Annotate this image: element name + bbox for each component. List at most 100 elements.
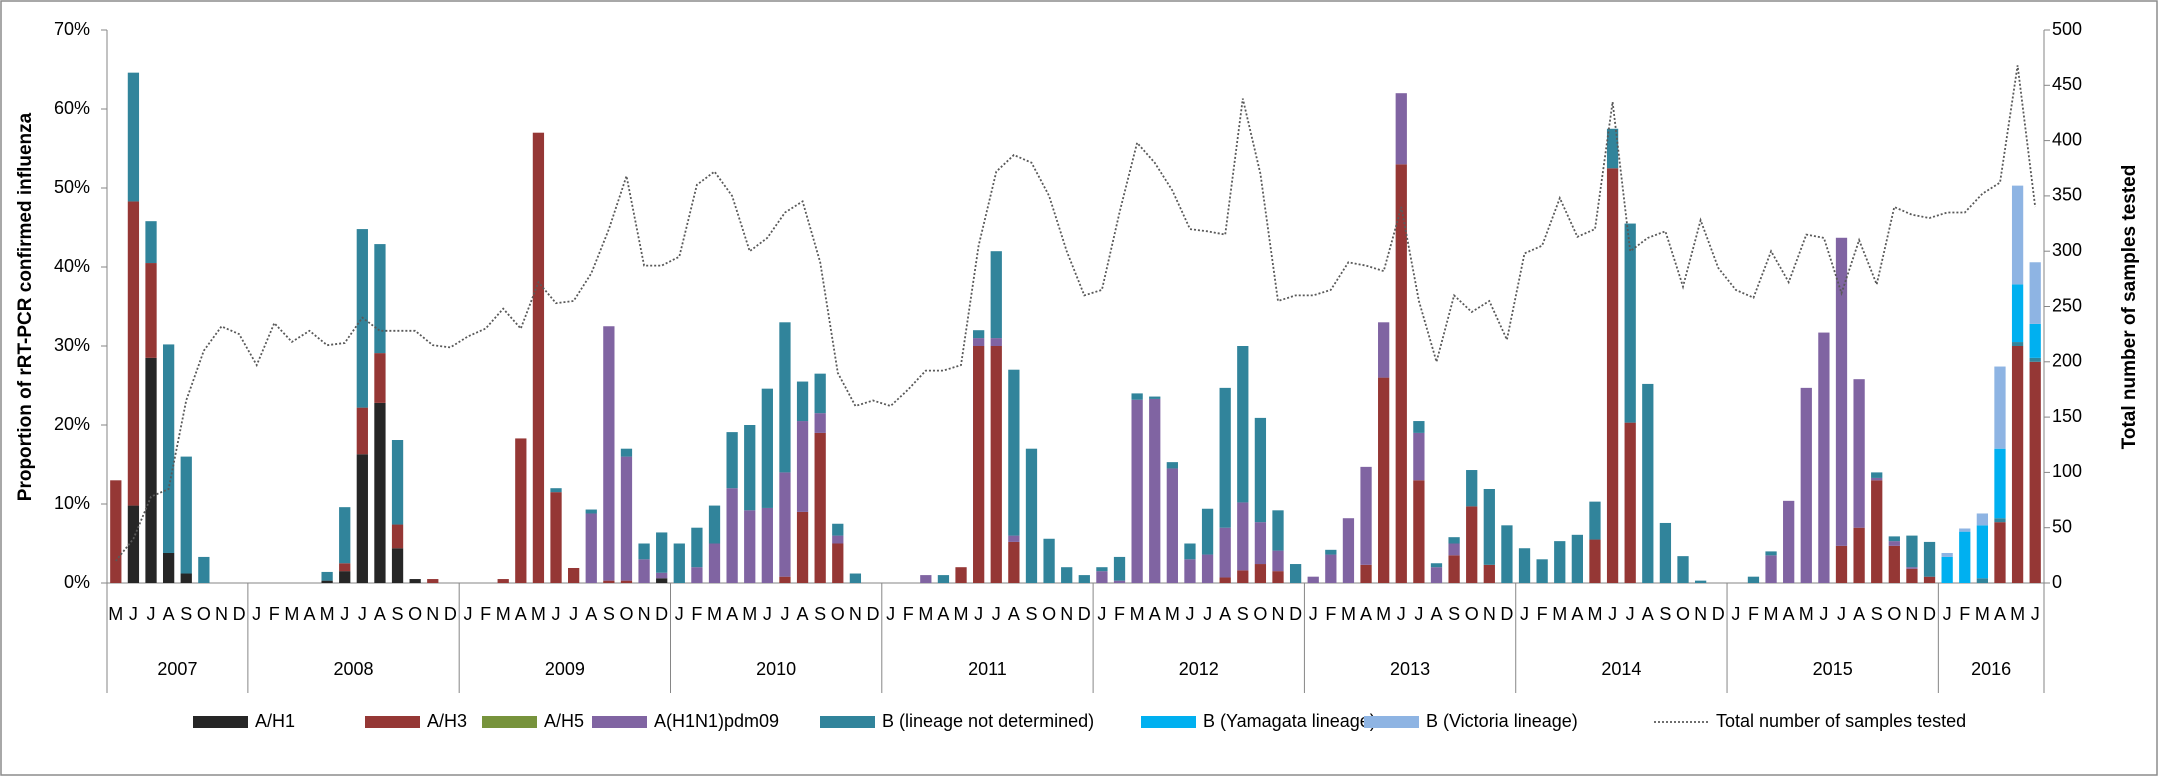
bar-segment — [374, 353, 386, 403]
x-tick-label: S — [1025, 604, 1037, 624]
bar-segment — [162, 552, 175, 583]
x-tick-label: J — [1414, 604, 1423, 624]
bar-segment — [1853, 379, 1865, 528]
bar-segment — [638, 543, 650, 560]
bar-segment — [1536, 559, 1548, 583]
bar-segment — [1501, 525, 1513, 583]
bar-segment — [1289, 564, 1302, 583]
bar-segment — [1307, 576, 1319, 583]
x-tick-label: D — [655, 604, 668, 624]
x-tick-label: A — [374, 604, 386, 624]
year-label: 2007 — [157, 659, 197, 679]
bar-segment — [2011, 346, 2024, 583]
x-tick-label: N — [638, 604, 651, 624]
total-line — [115, 65, 2037, 562]
bar-segment — [145, 263, 157, 358]
bar-segment — [656, 578, 668, 583]
x-tick-label: F — [1325, 604, 1336, 624]
bar-segment — [726, 432, 738, 489]
year-label: 2010 — [756, 659, 796, 679]
bar-segment — [1606, 128, 1619, 169]
x-tick-label: J — [552, 604, 561, 624]
y2-axis-title: Total number of samples tested — [2119, 165, 2140, 450]
x-tick-label: M — [742, 604, 757, 624]
x-tick-label: F — [1959, 604, 1970, 624]
x-tick-label: A — [515, 604, 527, 624]
bar-segment — [849, 573, 862, 583]
bar-segment — [779, 472, 791, 577]
x-tick-label: F — [691, 604, 702, 624]
x-tick-label: A — [726, 604, 738, 624]
bar-segment — [1254, 522, 1267, 565]
bar-segment — [1008, 541, 1020, 583]
bar-segment — [1994, 366, 2006, 449]
bar-segment — [391, 524, 404, 549]
x-tick-label: M — [1341, 604, 1356, 624]
bar-segment — [656, 532, 668, 573]
bar-segment — [1378, 322, 1390, 378]
bar-segment — [1888, 545, 1900, 583]
bar-segment — [1413, 421, 1425, 433]
bar-segment — [1448, 543, 1460, 556]
bar-segment — [1571, 534, 1583, 583]
x-tick-label: J — [1397, 604, 1406, 624]
legend-swatch — [1364, 716, 1419, 728]
x-tick-label: J — [340, 604, 349, 624]
x-tick-label: S — [1448, 604, 1460, 624]
x-tick-label: A — [163, 604, 175, 624]
bar-segment — [110, 480, 122, 583]
bar-segment — [779, 576, 791, 583]
bar-segment — [1201, 554, 1214, 583]
y-tick-label: 20% — [54, 414, 90, 434]
x-tick-label: N — [1694, 604, 1707, 624]
bar-segment — [1941, 552, 1953, 557]
x-tick-label: A — [303, 604, 315, 624]
bar-segment — [1448, 537, 1460, 544]
bar-segment — [1959, 528, 1971, 532]
bar-segment — [1888, 536, 1900, 542]
x-tick-label: J — [2031, 604, 2040, 624]
bar-segment — [1783, 500, 1795, 583]
x-tick-label: J — [1837, 604, 1846, 624]
x-tick-label: O — [408, 604, 422, 624]
x-tick-label: N — [849, 604, 862, 624]
bar-segment — [1589, 539, 1601, 583]
bar-segment — [1131, 393, 1143, 400]
x-tick-label: D — [1078, 604, 1091, 624]
bar-segment — [638, 559, 650, 583]
bar-segment — [127, 201, 140, 506]
bar-segment — [1061, 567, 1073, 583]
x-tick-label: O — [1042, 604, 1056, 624]
bar-segment — [796, 421, 809, 512]
bar-segment — [814, 373, 826, 414]
bar-segment — [1941, 556, 1953, 583]
x-tick-label: F — [1114, 604, 1125, 624]
bar-segment — [1166, 462, 1178, 469]
x-tick-label: M — [1376, 604, 1391, 624]
x-tick-label: A — [1571, 604, 1583, 624]
x-tick-label: M — [1552, 604, 1567, 624]
y-tick-label: 60% — [54, 98, 90, 118]
bar-segment — [973, 330, 985, 339]
bar-segment — [550, 488, 562, 493]
x-tick-label: A — [585, 604, 597, 624]
y-tick-label: 0% — [64, 572, 90, 592]
bar-segment — [2029, 357, 2041, 362]
y2-tick-label: 0 — [2052, 572, 2062, 592]
bar-segment — [1483, 564, 1495, 583]
bar-segment — [708, 543, 721, 583]
x-tick-label: J — [463, 604, 472, 624]
bar-segment — [1888, 541, 1900, 546]
year-label: 2012 — [1179, 659, 1219, 679]
y2-tick-label: 200 — [2052, 351, 2082, 371]
bar-segment — [1835, 545, 1848, 583]
bar-segment — [391, 440, 404, 525]
bar-segment — [1219, 387, 1231, 528]
x-tick-label: D — [1923, 604, 1936, 624]
x-tick-label: S — [814, 604, 826, 624]
x-tick-label: F — [1537, 604, 1548, 624]
bar-segment — [1800, 387, 1812, 583]
bar-segment — [497, 579, 509, 583]
x-tick-label: F — [1748, 604, 1759, 624]
x-tick-label: N — [426, 604, 439, 624]
